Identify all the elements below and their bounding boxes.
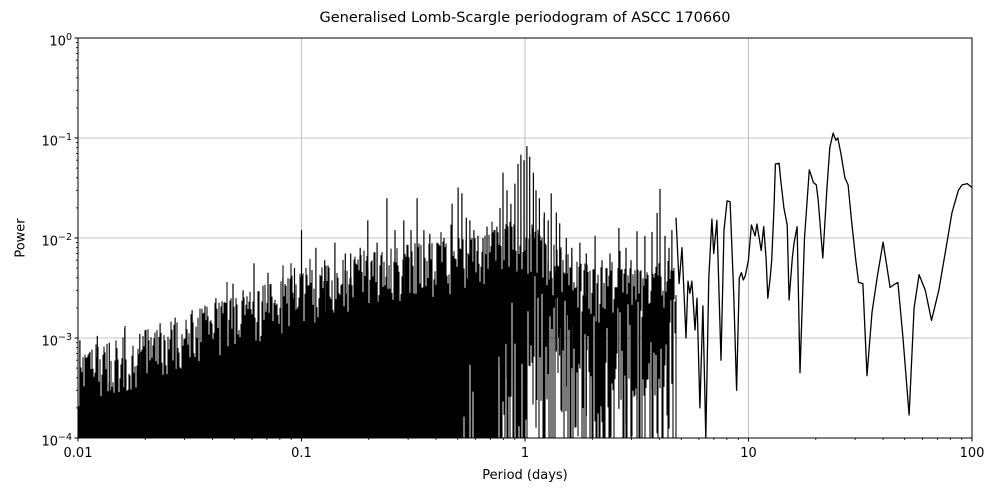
periodogram-curve	[675, 132, 973, 439]
y-tick-label: 100	[49, 32, 72, 50]
x-tick-label: 1	[520, 446, 530, 461]
x-tick-label: 0.01	[63, 446, 93, 461]
plot-border	[77, 37, 973, 439]
x-tick-label: 0.1	[291, 446, 312, 461]
x-tick-label: 10	[740, 446, 757, 461]
y-tick-label: 10−2	[41, 232, 72, 250]
periodogram-spikes	[79, 146, 673, 438]
chart-title: Generalised Lomb-Scargle periodogram of …	[319, 10, 731, 26]
x-tick-label: 100	[959, 446, 985, 461]
y-tick-label: 10−3	[41, 332, 72, 350]
y-tick-label: 10−4	[41, 432, 72, 450]
y-tick-label: 10−1	[41, 132, 72, 150]
x-axis-label: Period (days)	[482, 468, 568, 483]
